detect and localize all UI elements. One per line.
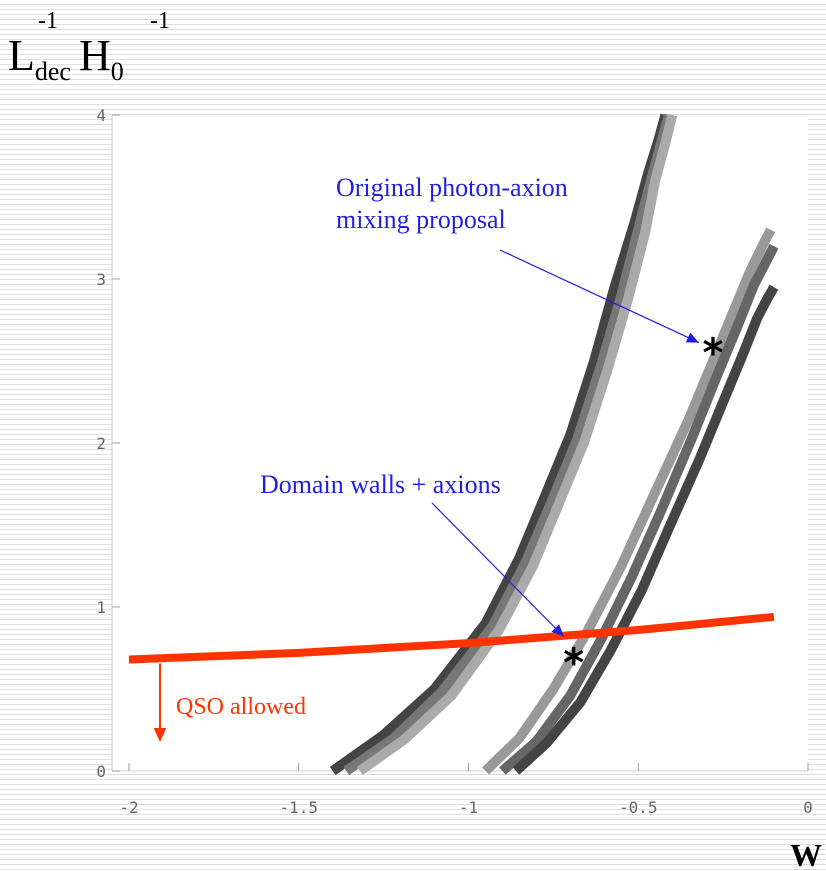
marker-star-2: * [563,641,584,687]
x-tick-label: -1 [459,798,478,817]
ylabel-sub2: 0 [111,57,124,86]
y-tick-label: 1 [96,598,106,617]
annotation-photon-axion-line-1: Original photon-axion [336,173,568,202]
annotation-photon-axion-line-2: mixing proposal [336,205,506,234]
annotation-domain-walls: Domain walls + axions [260,470,501,499]
xlabel: W [790,837,822,871]
ylabel: Ldec H0 [8,31,124,86]
y-tick-label: 3 [96,270,106,289]
y-tick-label: 0 [96,762,106,781]
x-tick-label: -1.5 [279,798,318,817]
ylabel-base1: L [8,31,35,80]
marker-star-1: * [702,331,723,377]
ylabel-sup1: -1 [38,8,58,34]
annotation-qso-allowed: QSO allowed [176,694,306,720]
ylabel-sup2: -1 [150,8,170,34]
x-tick-label: -2 [119,798,138,817]
ylabel-sub1: dec [35,57,71,86]
x-tick-label: -0.5 [619,798,658,817]
ylabel-base2: H [79,31,111,80]
x-tick-label: 0 [803,798,813,817]
y-tick-label: 4 [96,106,106,125]
y-tick-label: 2 [96,434,106,453]
